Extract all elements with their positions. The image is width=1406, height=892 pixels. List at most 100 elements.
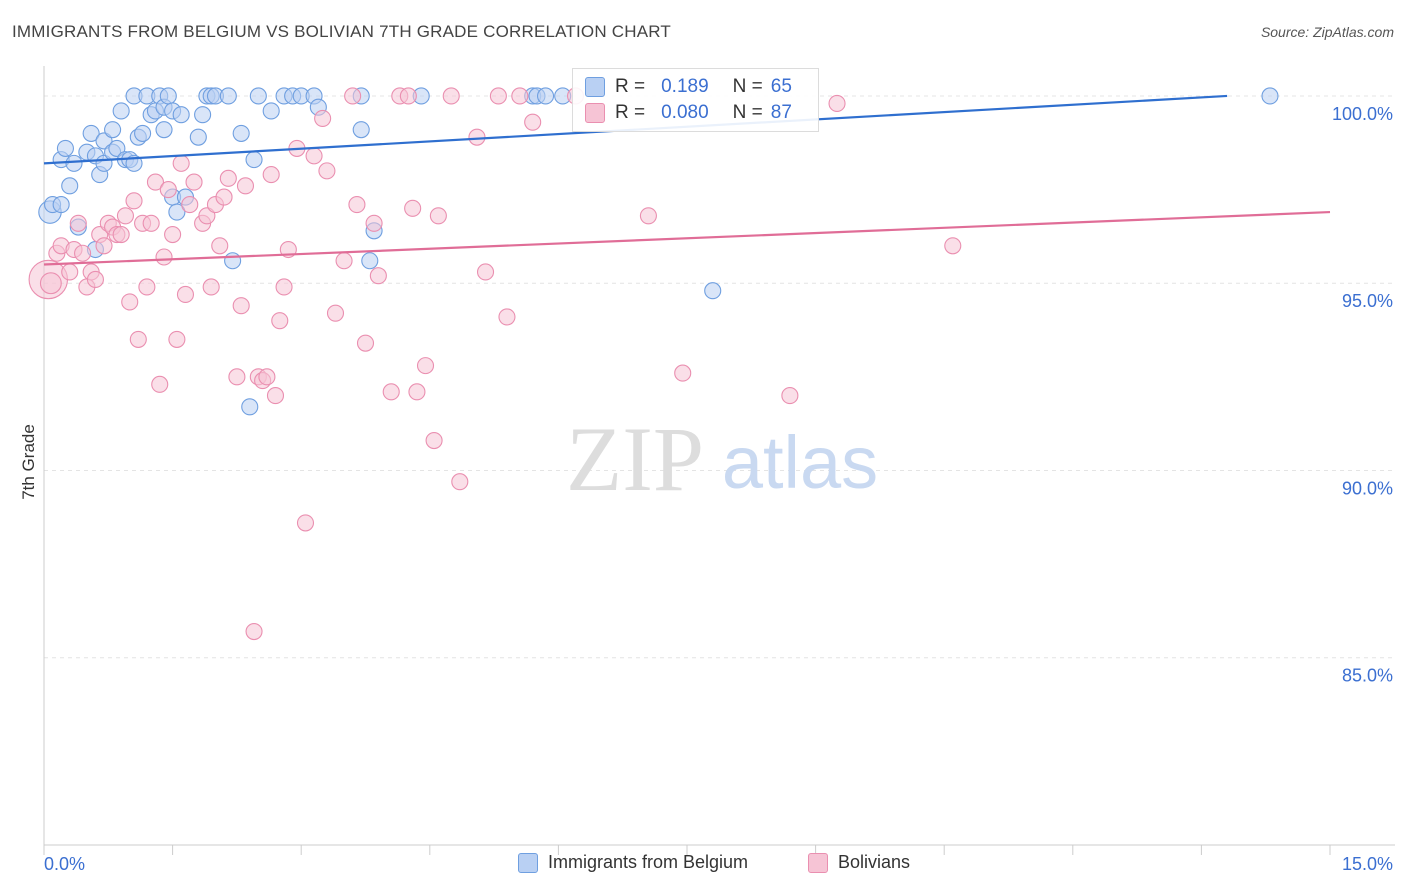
bolivian-point (408, 383, 426, 401)
belgium-point (56, 139, 74, 157)
belgium-point (352, 121, 370, 139)
y-tick-label: 85.0% (1342, 666, 1393, 686)
bolivian-point (146, 173, 165, 191)
x-tick-label: 0.0% (44, 854, 85, 874)
legend: Immigrants from Belgium Bolivians (0, 852, 1406, 878)
belgium-point (61, 177, 79, 195)
belgium-point (108, 139, 126, 157)
belgium-point (95, 132, 113, 150)
y-tick-label: 90.0% (1342, 478, 1393, 498)
bolivian-point (275, 278, 293, 296)
x-tick-label: 15.0% (1342, 854, 1393, 874)
bolivian-point (318, 162, 336, 180)
bolivian-point (828, 94, 846, 113)
bolivian-point (138, 278, 156, 296)
belgium-point (194, 106, 212, 124)
bolivian-trend-line (43, 210, 1331, 266)
bolivian-point (168, 330, 186, 348)
bolivian-point (61, 263, 79, 281)
bolivian-point (348, 196, 366, 214)
bolivian-point (129, 330, 147, 348)
bolivian-point (262, 166, 280, 184)
tick-labels: 100.0% 95.0% 90.0% 85.0% 0.0% 15.0% (44, 104, 1393, 874)
bolivian-point (245, 622, 263, 641)
bolivian-point (121, 293, 139, 311)
stats-row-bolivians: R = 0.080 N = 87 (585, 101, 792, 125)
belgium-point (52, 196, 70, 214)
belgium-point (262, 102, 280, 120)
belgium-point (1261, 87, 1279, 105)
source-credit: Source: ZipAtlas.com (1260, 24, 1394, 40)
bolivian-point (399, 87, 417, 105)
bolivian-point (236, 177, 255, 195)
bolivian-point (219, 169, 237, 187)
bolivian-point (476, 263, 495, 281)
bolivian-point (202, 278, 220, 296)
belgium-point (134, 124, 152, 142)
belgium-point (82, 124, 100, 142)
stats-n-value: 65 (770, 76, 792, 97)
bolivian-point (944, 237, 962, 255)
bolivian-point (365, 214, 383, 232)
bolivian-point (524, 113, 542, 131)
bolivian-point (382, 383, 400, 401)
bolivian-point (781, 387, 799, 405)
bolivian-point (151, 375, 169, 393)
stats-row-belgium: R = 0.189 N = 65 (585, 75, 792, 99)
legend-item-bolivians[interactable]: Bolivians (808, 852, 910, 873)
bolivian-point (498, 308, 516, 326)
bolivian-point (211, 237, 229, 255)
bolivian-point (489, 87, 507, 105)
bolivian-point (95, 237, 113, 255)
stats-r-label: R = (615, 102, 646, 123)
belgium-point (159, 87, 177, 105)
y-axis-label: 7th Grade (19, 424, 38, 500)
bolivian-point (674, 364, 692, 382)
legend-item-belgium[interactable]: Immigrants from Belgium (518, 852, 748, 873)
watermark-atlas: atlas (722, 421, 878, 504)
bolivian-point (198, 207, 216, 225)
bolivian-point (116, 207, 134, 225)
belgium-point (189, 128, 207, 146)
belgium-point (104, 121, 122, 139)
stats-swatch-blue (585, 77, 605, 97)
stats-n-value: 87 (770, 102, 792, 123)
bolivian-point (172, 154, 190, 172)
bolivian-point (271, 312, 289, 330)
stats-r-value: 0.080 (661, 102, 709, 123)
legend-swatch-pink (808, 852, 828, 873)
chart-title: IMMIGRANTS FROM BELGIUM VS BOLIVIAN 7TH … (12, 22, 671, 41)
bolivian-point (451, 473, 469, 491)
bolivian-point (404, 199, 422, 217)
bolivian-point (228, 368, 246, 386)
axes (43, 66, 1395, 855)
bolivian-point (511, 87, 529, 105)
stats-n-label: N = (732, 102, 763, 123)
bolivian-point (266, 387, 285, 405)
bolivian-point (125, 192, 143, 210)
bolivian-point (639, 207, 657, 225)
correlation-stats-box: R = 0.189 N = 65 R = 0.080 N = 87 (572, 68, 819, 132)
belgium-point (112, 102, 130, 120)
bolivian-point (181, 196, 199, 214)
bolivian-point (86, 270, 104, 289)
bolivian-point (356, 334, 375, 352)
bolivian-point (314, 109, 332, 127)
bolivian-point (159, 181, 177, 199)
bolivian-point (142, 214, 160, 232)
stats-r-label: R = (615, 76, 646, 97)
belgium-point (536, 87, 555, 105)
y-tick-label: 100.0% (1332, 104, 1393, 124)
belgium-point (219, 87, 237, 105)
belgium-point (249, 87, 267, 105)
y-tick-label: 95.0% (1342, 291, 1393, 311)
bolivian-point (155, 248, 173, 266)
bolivian-point (258, 368, 276, 386)
bolivian-point (164, 225, 182, 244)
bolivian-point (468, 128, 486, 146)
bolivian-point (215, 188, 233, 206)
belgium-point (241, 398, 259, 416)
bolivian-point (369, 267, 387, 285)
bolivian-point (442, 87, 460, 105)
stats-swatch-pink (585, 103, 605, 123)
